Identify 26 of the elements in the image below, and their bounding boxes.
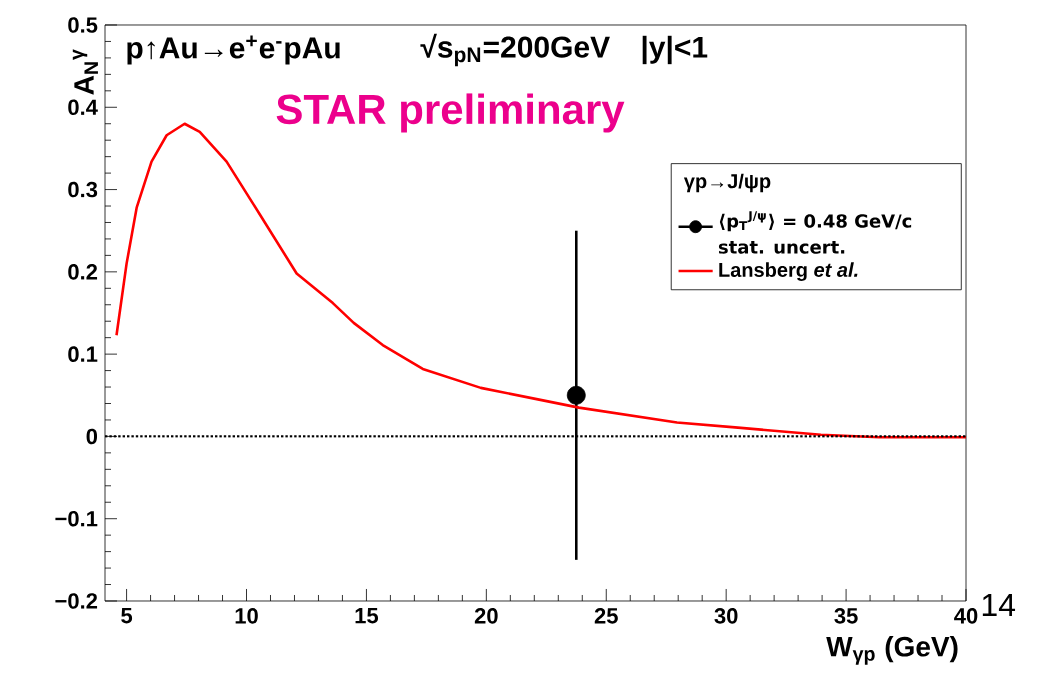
x-tick-label: 20 (474, 608, 498, 624)
y-tick-label: 0.3 (68, 181, 98, 198)
x-tick-label: 5 (121, 608, 133, 624)
y-tick-label: 0.1 (68, 346, 98, 362)
x-tick-label: 10 (235, 608, 258, 624)
annotation: |y|<1 (642, 35, 708, 65)
y-tick-label: −0.2 (55, 593, 98, 609)
text: 14 (982, 593, 1016, 616)
annotation: STAR preliminary (276, 93, 625, 133)
y-tick-label: −0.1 (55, 510, 98, 527)
x-tick-label: 35 (834, 608, 858, 624)
x-tick-label: 25 (594, 608, 618, 624)
legend-label: Lansberg et al. (719, 262, 858, 281)
y-tick-label: 0 (86, 428, 98, 445)
x-tick-label: 15 (355, 608, 379, 624)
y-tick-label: 0.2 (68, 264, 98, 280)
legend-title: γp→J/ψp (683, 173, 771, 193)
y-tick-label: 0.4 (68, 99, 98, 116)
y-tick-label: 0.5 (68, 17, 98, 33)
legend-label: ⟨p$_{T}$$^{J/ψ}$⟩ = 0.48 GeV/c stat. uncert. (718, 211, 912, 254)
annotation: p↑Au→e$^{+}$e$^{-}$pAu (127, 35, 340, 65)
annotation: √s$_{pN}$=200GeV (420, 33, 610, 67)
x-tick-label: 40 (954, 608, 978, 624)
x-axis-title: W$_{γp}$ (GeV) (826, 636, 958, 665)
y-axis-title: A$_{N}$γ (72, 49, 98, 95)
x-tick-label: 30 (714, 608, 738, 624)
